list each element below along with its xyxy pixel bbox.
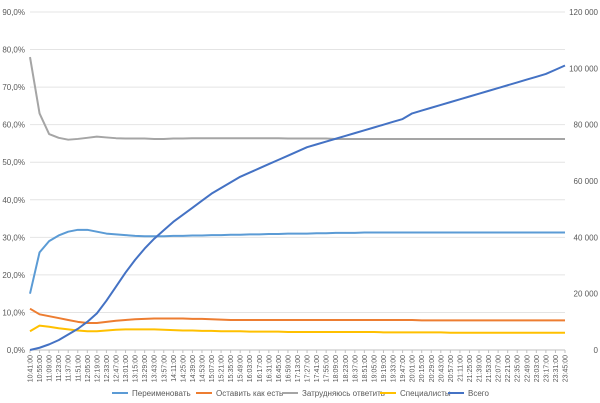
legend-label: Оставить как есть [216,389,283,398]
x-tick-label: 16:03:00 [247,355,254,382]
series-line-4 [29,64,566,351]
y-left-tick-label: 50,0% [2,158,25,167]
x-tick-label: 19:33:00 [391,355,398,382]
x-tick-label: 17:41:00 [314,355,321,382]
x-tick-label: 11:09:00 [47,355,54,382]
x-tick-label: 13:15:00 [133,355,140,382]
y-left-tick-label: 10,0% [2,308,25,317]
y-right-tick-label: 60 000 [574,177,599,186]
y-left-tick-label: 0,0% [7,346,25,355]
x-tick-label: 20:15:00 [419,355,426,382]
x-tick-label: 12:33:00 [104,355,111,382]
x-tick-label: 18:51:00 [362,355,369,382]
x-tick-label: 14:25:00 [180,355,187,382]
y-left-tick-label: 70,0% [2,83,25,92]
x-tick-label: 10:41:00 [28,355,35,382]
x-tick-label: 17:13:00 [295,355,302,382]
x-tick-label: 16:17:00 [257,355,264,382]
series-line-0 [29,228,565,294]
x-tick-label: 12:47:00 [113,355,120,382]
y-right-tick-label: 20 000 [574,290,599,299]
legend-label: Специалисты [400,389,451,398]
x-tick-label: 11:51:00 [75,355,82,382]
x-tick-label: 13:57:00 [161,355,168,382]
x-tick-label: 12:05:00 [85,355,92,382]
y-axis-left: 0,0% 10,0% 20,0% 30,0% 40,0% 50,0% 60,0% 70,0% 8… [2,8,25,355]
x-tick-label: 15:49:00 [238,355,245,382]
y-left-tick-label: 60,0% [2,121,25,130]
legend-label: Переименовать [132,389,191,398]
x-tick-label: 20:01:00 [410,355,417,382]
x-axis: 10:41:00 10:55:00 11:09:00 11:23:00 11:37:00… [28,350,570,382]
y-right-tick-label: 100 000 [569,64,598,73]
x-tick-label: 18:09:00 [333,355,340,382]
y-right-tick-label: 0 [594,346,599,355]
y-left-tick-label: 40,0% [2,196,25,205]
x-tick-label: 11:23:00 [56,355,63,382]
x-tick-label: 15:21:00 [219,355,226,382]
series-line-1 [29,307,565,324]
x-tick-label: 14:39:00 [190,355,197,382]
x-tick-label: 22:49:00 [524,355,531,382]
y-right-tick-label: 120 000 [569,8,598,17]
legend-label: Затрудняюсь ответить [302,389,385,398]
x-tick-label: 22:21:00 [505,355,512,382]
x-tick-label: 21:39:00 [477,355,484,382]
x-tick-label: 17:55:00 [324,355,331,382]
x-tick-label: 18:37:00 [352,355,359,382]
series [29,56,566,351]
y-left-tick-label: 20,0% [2,271,25,280]
x-tick-label: 18:23:00 [343,355,350,382]
x-tick-label: 23:45:00 [563,355,570,382]
x-tick-label: 13:29:00 [142,355,149,382]
x-tick-label: 21:53:00 [486,355,493,382]
x-tick-label: 16:59:00 [285,355,292,382]
x-tick-label: 20:43:00 [438,355,445,382]
legend: Переименовать Оставить как есть Затрудняюс… [112,389,490,398]
x-tick-label: 14:11:00 [171,355,178,382]
x-tick-label: 16:31:00 [266,355,273,382]
x-tick-label: 19:47:00 [400,355,407,382]
x-tick-label: 23:17:00 [543,355,550,382]
x-tick-label: 11:37:00 [66,355,73,382]
x-tick-label: 15:07:00 [209,355,216,382]
x-tick-label: 16:45:00 [276,355,283,382]
legend-label: Всего [468,389,490,398]
x-tick-label: 17:27:00 [305,355,312,382]
x-tick-label: 19:19:00 [381,355,388,382]
x-tick-label: 20:57:00 [448,355,455,382]
y-right-tick-label: 40 000 [574,233,599,242]
x-tick-label: 19:05:00 [371,355,378,382]
x-tick-label: 14:53:00 [199,355,206,382]
x-tick-label: 22:07:00 [496,355,503,382]
y-axis-right: 0 20 000 40 000 60 000 80 000 100 000 120 000 [569,8,598,355]
gridlines [30,11,565,351]
x-tick-label: 20:29:00 [429,355,436,382]
y-left-tick-label: 90,0% [2,8,25,17]
x-tick-label: 13:43:00 [152,355,159,382]
x-tick-label: 23:03:00 [534,355,541,382]
x-tick-label: 13:01:00 [123,355,130,382]
y-left-tick-label: 30,0% [2,233,25,242]
x-tick-label: 23:31:00 [553,355,560,382]
y-right-tick-label: 80 000 [574,121,599,130]
series-line-3 [29,324,565,334]
x-tick-label: 21:25:00 [467,355,474,382]
x-tick-label: 15:35:00 [228,355,235,382]
x-tick-label: 22:35:00 [515,355,522,382]
x-tick-label: 21:11:00 [457,355,464,382]
series-line-2 [29,56,565,141]
x-tick-label: 12:19:00 [94,355,101,382]
y-left-tick-label: 80,0% [2,46,25,55]
x-tick-label: 10:55:00 [37,355,44,382]
